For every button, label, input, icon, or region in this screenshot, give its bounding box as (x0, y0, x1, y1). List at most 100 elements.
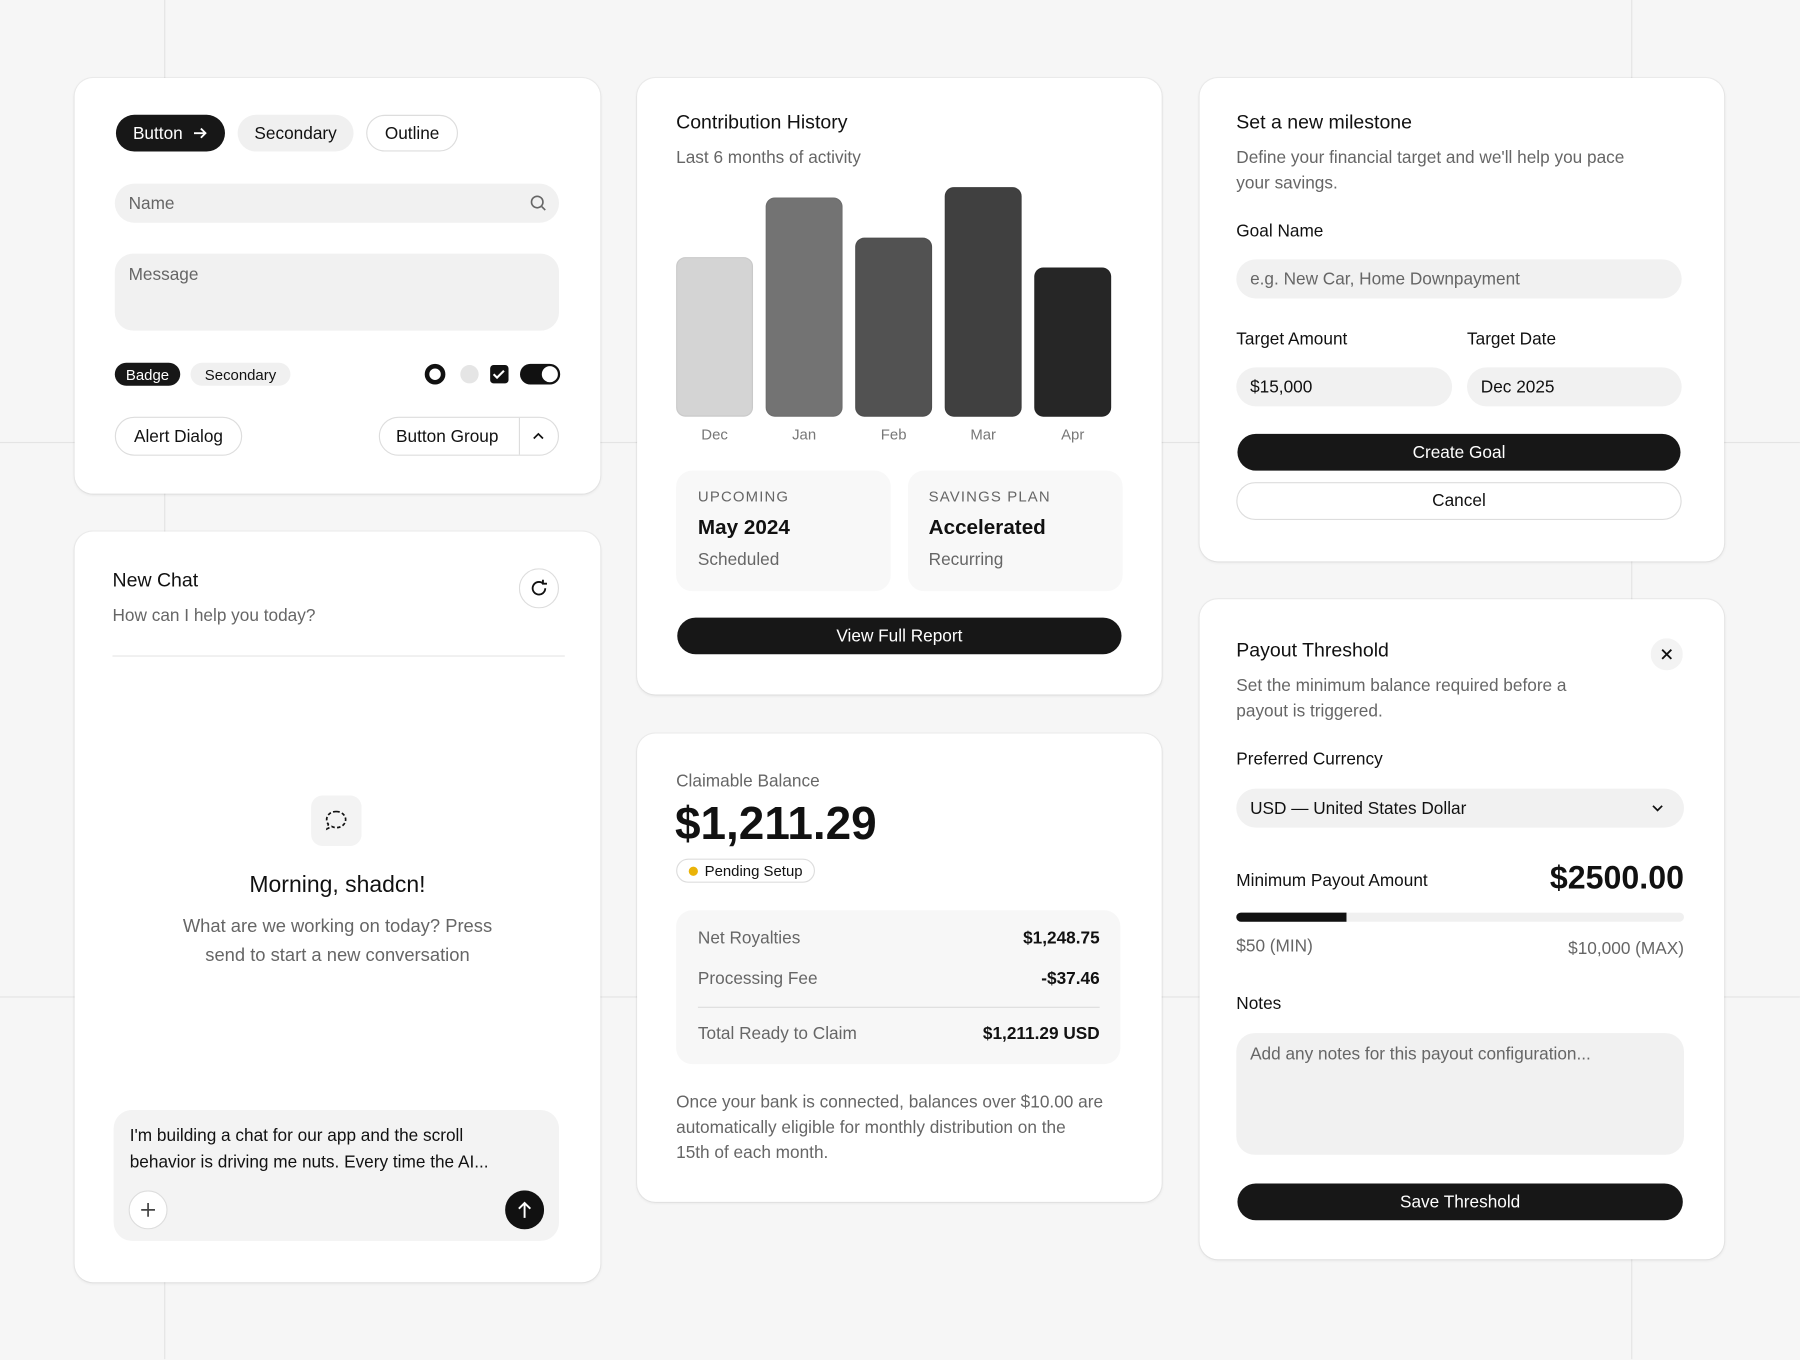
footer-line: automatically eligible for monthly distr… (676, 1118, 1066, 1138)
button-label: Button (132, 123, 183, 143)
components-card: Button Secondary Outline Name Message Ba… (74, 78, 601, 494)
box-label: SAVINGS PLAN (928, 487, 1051, 506)
chat-icon (311, 795, 362, 847)
upcoming-box (676, 470, 891, 592)
cancel-button[interactable]: Cancel (1236, 482, 1682, 520)
contribution-card: Contribution History Last 6 months of ac… (637, 78, 1162, 695)
savings-box (907, 470, 1123, 592)
status-dot (688, 866, 698, 876)
date-input[interactable]: Dec 2025 (1467, 367, 1682, 407)
slider-fill (1236, 912, 1347, 922)
button[interactable]: Button (115, 114, 225, 152)
chat-card: New Chat How can I help you today? Morni… (74, 531, 601, 1283)
chat-input[interactable] (113, 1110, 560, 1241)
x-tick-label: Jan (792, 425, 817, 444)
chevron-up (533, 432, 544, 440)
x-tick-label: Mar (970, 425, 997, 444)
payout-amount: $2500.00 (1549, 859, 1684, 896)
field-label: Target Date (1467, 329, 1557, 349)
refresh-button[interactable] (518, 568, 560, 609)
badge: Secondary (190, 362, 291, 386)
input-value: $15,000 (1250, 377, 1313, 397)
button-group[interactable]: Button Group (378, 416, 560, 456)
bar (944, 187, 1022, 417)
footer-line: 15th of each month. (676, 1143, 829, 1163)
x-tick-label: Feb (880, 425, 907, 444)
controls[interactable] (424, 363, 562, 386)
row-value: -$37.46 (1041, 968, 1100, 989)
alert-dialog-button[interactable]: Alert Dialog (114, 416, 243, 456)
slider-track[interactable] (1236, 912, 1684, 922)
prompt-line: send to start a new conversation (205, 945, 470, 966)
placeholder: Message (128, 265, 199, 285)
greeting: Morning, shadcn! (249, 872, 426, 898)
milestone-card: Set a new milestone Define your financia… (1199, 78, 1725, 562)
amount-input[interactable]: $15,000 (1236, 367, 1453, 407)
balance-label: Claimable Balance (676, 771, 820, 791)
box-note: Scheduled (697, 549, 780, 570)
status-badge: Pending Setup (676, 858, 816, 883)
currency-select[interactable]: USD — United States Dollar (1236, 788, 1684, 828)
row-value: $1,248.75 (1023, 928, 1100, 949)
badge: Badge (114, 362, 181, 386)
field-label: Goal Name (1236, 221, 1324, 242)
message-textarea[interactable]: Message (114, 253, 560, 331)
bar-chart: Dec Jan Feb Mar Apr (676, 187, 1124, 444)
prompt-line: What are we working on today? Press (182, 917, 493, 937)
divider (697, 1006, 1100, 1008)
select-value: USD — United States Dollar (1250, 798, 1467, 818)
outline-button[interactable]: Outline (366, 114, 459, 152)
search-icon (530, 195, 546, 211)
x-tick-label: Apr (1061, 425, 1085, 444)
secondary-button[interactable]: Secondary (237, 114, 354, 152)
send-button[interactable] (505, 1190, 545, 1230)
description-line: your savings. (1236, 173, 1338, 193)
claimable-card: Claimable Balance $1,211.29 Pending Setu… (637, 733, 1162, 1202)
field-label: Target Amount (1236, 329, 1348, 349)
close-button[interactable] (1650, 638, 1683, 671)
description-line: Set the minimum balance required before … (1236, 676, 1567, 696)
view-report-button[interactable]: View Full Report (677, 617, 1122, 655)
divider (518, 417, 520, 455)
footer-line: Once your bank is connected, balances ov… (676, 1092, 1104, 1113)
create-button[interactable]: Create Goal (1237, 433, 1681, 471)
payout-card: Payout Threshold Set the minimum balance… (1199, 599, 1725, 1260)
slider-min-label: $50 (MIN) (1236, 936, 1313, 957)
placeholder: e.g. New Car, Home Downpayment (1250, 269, 1520, 289)
box-label: UPCOMING (697, 487, 790, 506)
row-value: $1,211.29 USD (982, 1023, 1100, 1044)
row-label: Processing Fee (697, 968, 818, 989)
chat-title: New Chat (112, 569, 199, 592)
box-value: May 2024 (697, 515, 790, 539)
divider (112, 655, 565, 657)
chevron-down (1652, 805, 1663, 812)
draft-line: I'm building a chat for our app and the … (129, 1126, 464, 1146)
add-button[interactable] (128, 1190, 168, 1230)
goal-input[interactable]: e.g. New Car, Home Downpayment (1236, 259, 1682, 299)
balance-amount: $1,211.29 (674, 798, 877, 850)
card-title: Payout Threshold (1236, 639, 1389, 662)
row-label: Total Ready to Claim (697, 1023, 857, 1044)
draft-line: behavior is driving me nuts. Every time … (129, 1152, 489, 1173)
bar (855, 237, 933, 417)
status-text: Pending Setup (704, 862, 803, 880)
row-label: Net Royalties (697, 928, 801, 949)
bar (765, 197, 843, 417)
chart-title: Contribution History (676, 111, 848, 134)
notes-textarea[interactable]: Add any notes for this payout configurat… (1236, 1033, 1684, 1155)
field-label: Preferred Currency (1236, 749, 1383, 770)
input-value: Dec 2025 (1480, 377, 1555, 397)
chat-subtitle: How can I help you today? (112, 606, 316, 626)
field-label: Minimum Payout Amount (1236, 871, 1428, 891)
box-note: Recurring (928, 549, 1004, 570)
placeholder: Name (128, 193, 175, 213)
description-line: payout is triggered. (1236, 701, 1383, 721)
bar (1034, 267, 1112, 417)
save-button[interactable]: Save Threshold (1237, 1183, 1683, 1221)
x-tick-label: Dec (701, 425, 728, 444)
description-line: Define your financial target and we'll h… (1236, 148, 1625, 168)
arrow-icon (194, 127, 207, 139)
name-input[interactable]: Name (114, 183, 560, 223)
